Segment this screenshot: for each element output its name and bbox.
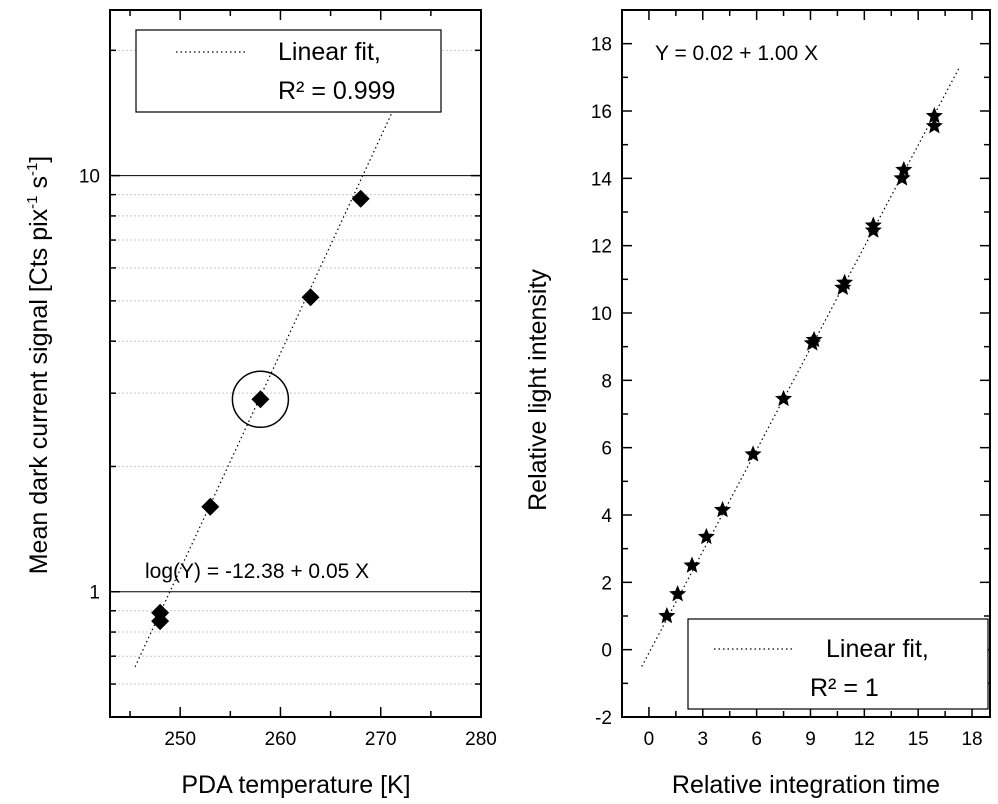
right-data-point — [805, 330, 823, 348]
left-fit-line-group — [134, 50, 422, 668]
left-legend-label-line2: R² = 0.999 — [278, 77, 395, 105]
left-x-tick-label: 250 — [164, 729, 196, 750]
right-plot-frame — [621, 9, 991, 718]
right-data-point — [925, 117, 943, 134]
right-data-point — [669, 585, 687, 602]
left-highlight-circle — [231, 370, 290, 429]
right-fit-line — [641, 66, 961, 667]
left-plot-frame — [109, 9, 482, 718]
left-y-axis-title-mid: s — [25, 176, 53, 195]
right-x-tick-label: 15 — [908, 729, 929, 750]
right-y-tick-label: 2 — [601, 573, 612, 594]
right-fit-equation: Y = 0.02 + 1.00 X — [655, 42, 818, 65]
left-y-axis-title-sup2: -1 — [24, 163, 41, 176]
left-gridlines — [110, 49, 481, 685]
right-y-tick-label: 14 — [591, 169, 613, 190]
right-data-point — [893, 169, 911, 186]
left-legend: Linear fit, R² = 0.999 — [135, 29, 442, 113]
right-data-point — [713, 500, 732, 518]
left-data-point — [351, 189, 370, 208]
right-legend: Linear fit, R² = 1 — [687, 618, 989, 710]
left-fit-line — [134, 50, 422, 668]
left-y-axis-title-sup1: -1 — [24, 195, 41, 208]
right-y-tick-label: -2 — [595, 708, 612, 729]
left-data-point — [151, 603, 170, 622]
left-x-tick-label: 280 — [465, 729, 497, 750]
right-data-point — [925, 107, 943, 124]
right-legend-box — [687, 618, 989, 710]
left-y-axis-title-main: Mean dark current signal [Cts pix — [25, 208, 53, 574]
left-y-axis-title-end: ] — [25, 156, 53, 163]
left-fit-equation: log(Y) = -12.38 + 0.05 X — [145, 560, 369, 583]
right-x-tick-label: 3 — [697, 729, 708, 750]
left-y-tick-label: 1 — [89, 583, 100, 604]
right-chart-panel: -2 0 2 4 6 8 10 12 14 16 18 0 3 6 9 12 15 18 Y = 0.02 + 1… — [524, 9, 991, 799]
left-y-axis-title: Mean dark current signal [Cts pix-1 s-1] — [24, 156, 53, 575]
right-y-tick-label: 8 — [601, 371, 612, 392]
left-axis-ticks: 1 10 250 260 270 280 — [79, 10, 497, 750]
right-data-points — [658, 107, 943, 624]
right-fit-line-group — [641, 66, 961, 667]
left-data-point — [201, 497, 220, 516]
right-data-point — [697, 527, 715, 545]
right-data-point — [864, 221, 882, 238]
right-legend-label-line2: R² = 1 — [810, 674, 879, 702]
right-x-tick-label: 0 — [644, 729, 655, 750]
left-x-tick-label: 270 — [365, 729, 397, 750]
left-data-point — [301, 288, 320, 307]
left-x-tick-label: 260 — [265, 729, 297, 750]
right-x-tick-label: 9 — [805, 729, 816, 750]
right-legend-label-line1: Linear fit, — [826, 635, 929, 663]
left-data-points — [151, 90, 420, 631]
right-data-point — [744, 445, 762, 462]
right-y-tick-label: 4 — [601, 506, 612, 527]
right-x-tick-label: 18 — [961, 729, 982, 750]
right-y-tick-label: 12 — [591, 237, 612, 258]
right-x-axis-title: Relative integration time — [672, 771, 940, 799]
right-y-tick-label: 6 — [601, 439, 612, 460]
right-data-point — [775, 389, 793, 407]
right-data-point — [895, 160, 913, 178]
left-data-point — [251, 390, 270, 409]
right-y-tick-label: 10 — [591, 304, 612, 325]
right-x-tick-label: 6 — [751, 729, 762, 750]
right-data-point — [683, 556, 701, 573]
right-y-tick-label: 0 — [601, 641, 612, 662]
left-chart-panel: 1 10 250 260 270 280 Linear fit, R² = 0.999 l… — [24, 9, 497, 799]
right-y-tick-label: 16 — [591, 102, 612, 123]
left-legend-box — [135, 29, 442, 113]
left-y-tick-label: 10 — [79, 167, 100, 188]
left-x-axis-title: PDA temperature [K] — [181, 771, 410, 799]
right-data-point — [864, 216, 882, 233]
right-y-tick-label: 18 — [591, 35, 612, 56]
left-legend-label-line1: Linear fit, — [278, 38, 381, 66]
right-data-point — [836, 273, 854, 290]
right-x-tick-label: 12 — [854, 729, 875, 750]
right-y-axis-title: Relative light intensity — [524, 269, 552, 511]
right-data-point — [658, 607, 676, 624]
